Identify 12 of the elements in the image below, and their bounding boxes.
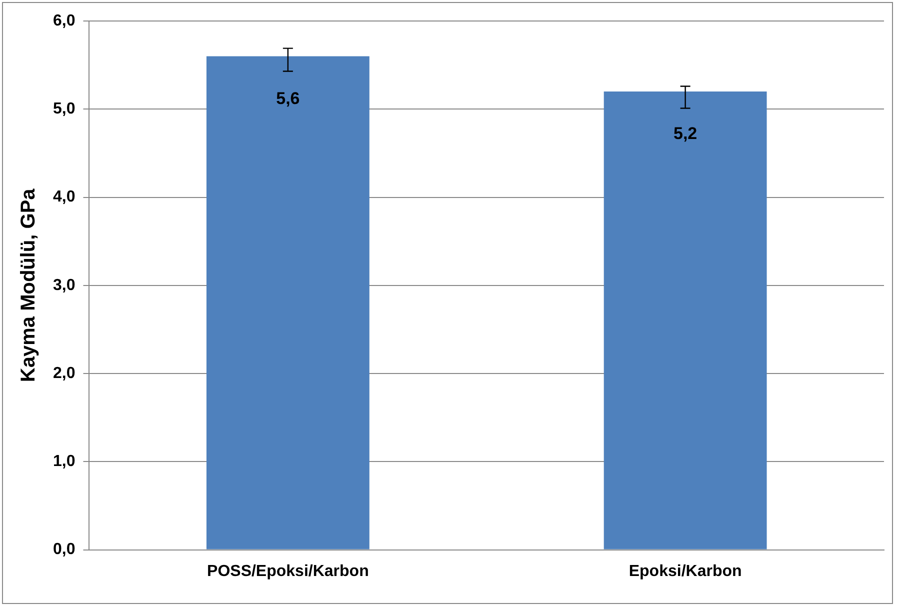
x-tick-label: Epoksi/Karbon [628,562,742,580]
data-label: 5,6 [276,88,300,108]
y-tick-label: 0,0 [52,541,76,558]
y-tick-label: 1,0 [52,453,76,470]
data-label: 5,2 [673,124,698,144]
y-tick-label: 4,0 [52,188,76,206]
x-tick-label: POSS/Epoksi/Karbon [207,562,369,580]
y-axis-title: Kayma Modülü, GPa [18,188,40,382]
y-tick-label: 3,0 [52,276,76,294]
y-tick-label: 2,0 [52,364,76,382]
y-tick-label: 6,0 [52,12,76,30]
y-tick-label: 5,0 [52,100,76,118]
